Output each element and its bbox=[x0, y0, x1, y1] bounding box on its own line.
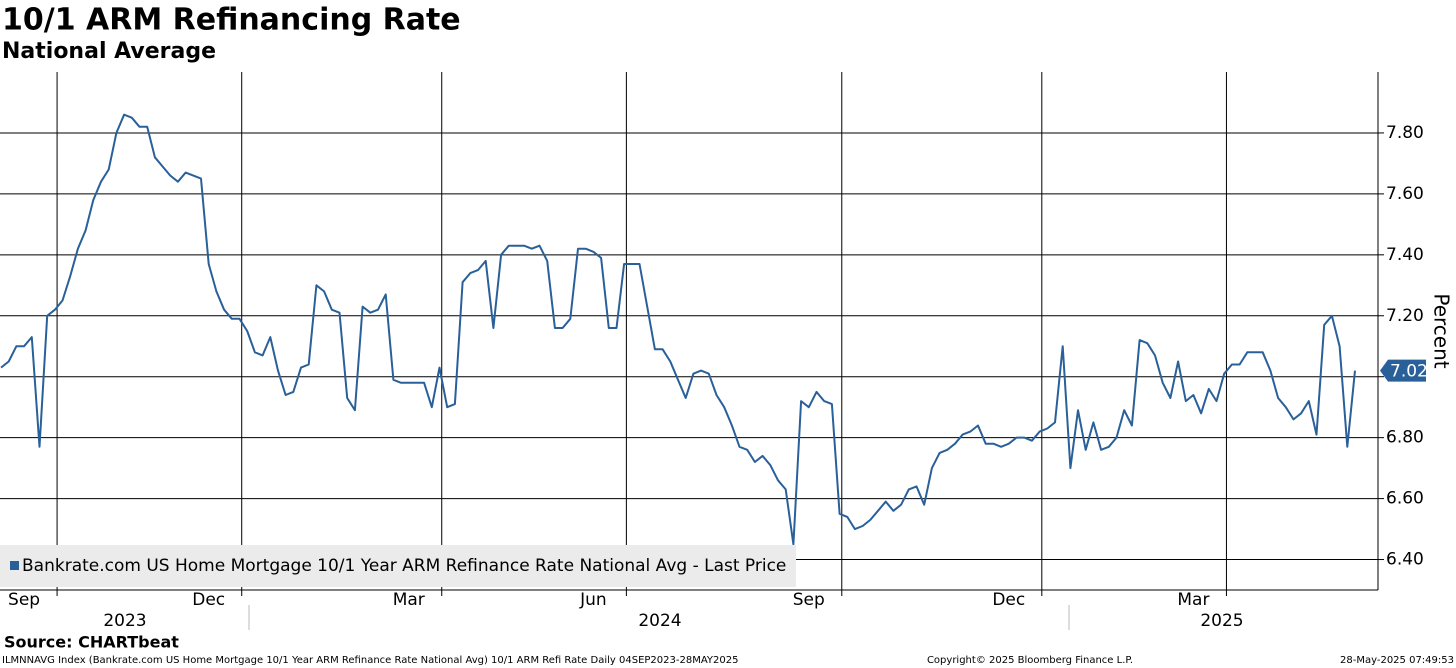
y-tick-label: 6.80 bbox=[1386, 428, 1424, 448]
source: Source: CHARTbeat bbox=[4, 633, 179, 652]
chart-subtitle: National Average bbox=[2, 39, 216, 64]
x-tick-label: Dec bbox=[992, 590, 1025, 610]
x-group-label: 2025 bbox=[1200, 611, 1243, 631]
x-group-label: 2024 bbox=[638, 611, 681, 631]
series-line bbox=[0, 113, 1356, 546]
x-group-label: 2023 bbox=[103, 611, 146, 631]
last-value-label: 7.02 bbox=[1390, 362, 1428, 382]
last-value-box bbox=[1380, 359, 1426, 382]
y-tick-label: 7.40 bbox=[1386, 245, 1424, 265]
footer-right: 28-May-2025 07:49:53 bbox=[1340, 655, 1454, 666]
y-tick-label: 7.60 bbox=[1386, 184, 1424, 204]
y-tick-label: 7.20 bbox=[1386, 306, 1424, 326]
legend-swatch bbox=[10, 561, 19, 570]
y-tick-label: 6.40 bbox=[1386, 550, 1424, 570]
x-tick-label: Mar bbox=[1177, 590, 1209, 610]
y-axis-label: Percent bbox=[1430, 293, 1454, 368]
x-tick-label: Mar bbox=[393, 590, 425, 610]
legend-label: Bankrate.com US Home Mortgage 10/1 Year … bbox=[22, 556, 786, 576]
y-tick-label: 6.60 bbox=[1386, 489, 1424, 509]
x-tick-label: Sep bbox=[793, 590, 825, 610]
x-tick-label: Jun bbox=[579, 590, 607, 610]
footer-left: ILMNNAVG Index (Bankrate.com US Home Mor… bbox=[2, 655, 738, 666]
footer-center: Copyright© 2025 Bloomberg Finance L.P. bbox=[927, 655, 1133, 666]
chart-title: 10/1 ARM Refinancing Rate bbox=[2, 3, 461, 38]
legend-box bbox=[0, 545, 796, 587]
x-tick-label: Sep bbox=[8, 590, 40, 610]
x-tick-label: Dec bbox=[192, 590, 225, 610]
y-tick-label: 7.80 bbox=[1386, 123, 1424, 143]
